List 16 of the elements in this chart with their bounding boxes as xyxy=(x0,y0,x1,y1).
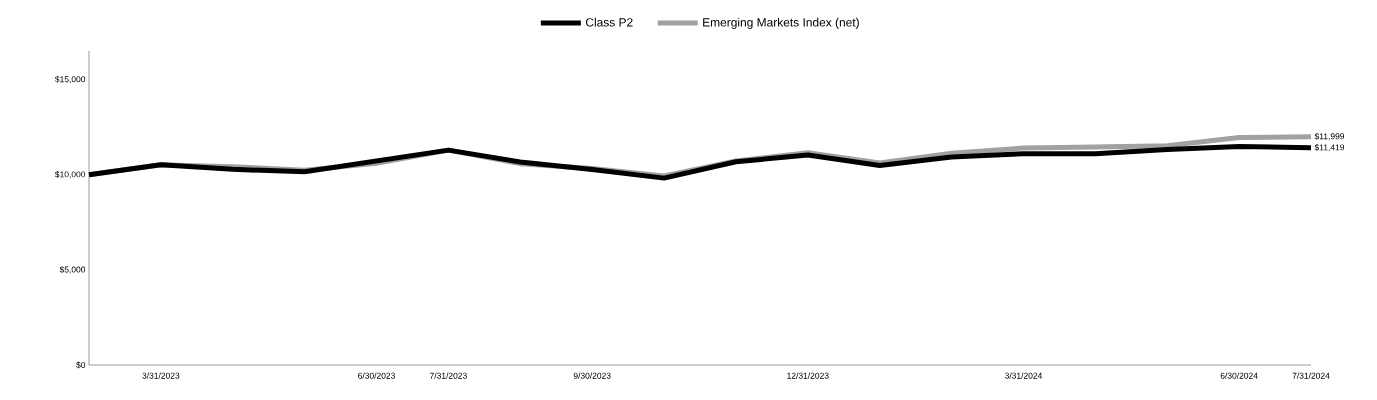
x-tick-label: 7/31/2024 xyxy=(1292,372,1330,379)
x-tick-label: 6/30/2023 xyxy=(358,372,395,379)
x-tick-label: 12/31/2023 xyxy=(787,372,829,379)
y-tick-label: $10,000 xyxy=(54,171,86,179)
annotation: $11,999 xyxy=(1314,132,1345,141)
x-tick-label: 9/30/2023 xyxy=(573,372,611,379)
x-tick-label: 7/31/2023 xyxy=(430,372,467,379)
legend-label: Class P2 xyxy=(585,17,633,27)
y-tick-label: $5,000 xyxy=(59,266,86,274)
x-tick-label: 3/31/2024 xyxy=(1004,372,1043,379)
y-tick-label: $15,000 xyxy=(54,75,86,84)
x-tick-label: 6/30/2024 xyxy=(1220,372,1258,379)
x-tick-label: 3/31/2023 xyxy=(142,372,180,379)
annotation: $11,419 xyxy=(1314,144,1345,152)
y-tick-label: $0 xyxy=(76,361,86,369)
legend-label: Emerging Markets Index (net) xyxy=(703,17,859,29)
